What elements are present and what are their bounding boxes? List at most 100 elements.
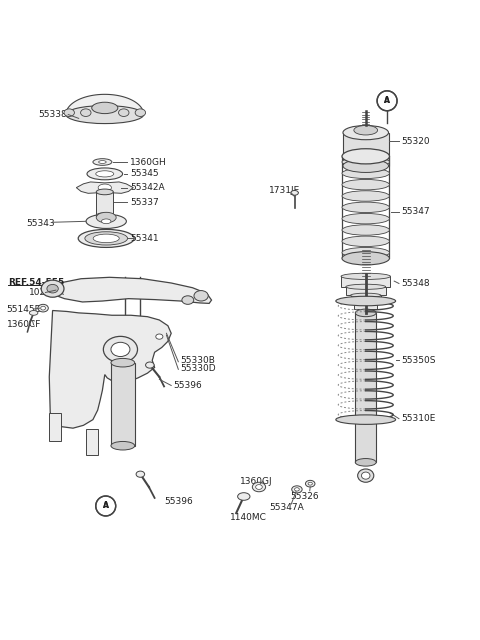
Text: 55145D: 55145D (7, 305, 42, 314)
Ellipse shape (47, 284, 58, 293)
Text: 55348: 55348 (401, 279, 430, 288)
Ellipse shape (355, 458, 376, 466)
Ellipse shape (85, 232, 128, 245)
Ellipse shape (38, 305, 48, 312)
Ellipse shape (98, 184, 111, 191)
Ellipse shape (354, 301, 377, 304)
Bar (111, 363, 135, 445)
Text: 55396: 55396 (174, 381, 203, 390)
Ellipse shape (29, 310, 38, 316)
Ellipse shape (295, 488, 300, 491)
Bar (354, 303, 377, 308)
Ellipse shape (93, 159, 112, 165)
Ellipse shape (256, 484, 262, 490)
Text: 55330D: 55330D (180, 364, 216, 373)
Ellipse shape (342, 202, 389, 212)
Ellipse shape (252, 483, 265, 492)
Ellipse shape (342, 252, 389, 265)
Text: 55330B: 55330B (180, 356, 216, 365)
Polygon shape (43, 277, 212, 303)
Ellipse shape (342, 236, 389, 246)
Text: 55326: 55326 (290, 492, 318, 501)
Ellipse shape (182, 296, 194, 305)
Ellipse shape (135, 109, 145, 116)
Ellipse shape (361, 472, 370, 479)
Bar (86, 429, 97, 455)
Text: A: A (103, 502, 108, 511)
Text: 1360GH: 1360GH (130, 157, 167, 166)
Ellipse shape (64, 109, 74, 116)
Polygon shape (49, 310, 171, 428)
Ellipse shape (291, 191, 299, 195)
Text: 55341: 55341 (130, 234, 158, 243)
Ellipse shape (358, 469, 374, 483)
Ellipse shape (336, 415, 396, 424)
Ellipse shape (86, 214, 126, 228)
Bar (350, 295, 381, 303)
Ellipse shape (308, 483, 312, 485)
Text: 1140MC: 1140MC (229, 513, 266, 522)
Ellipse shape (341, 273, 390, 280)
Ellipse shape (238, 493, 250, 500)
Ellipse shape (292, 486, 302, 493)
Ellipse shape (101, 219, 111, 224)
Text: 55342A: 55342A (130, 183, 165, 192)
Bar (343, 132, 388, 166)
Ellipse shape (346, 284, 385, 289)
Ellipse shape (93, 234, 119, 243)
Text: 55320: 55320 (401, 136, 430, 146)
Ellipse shape (342, 248, 389, 258)
Polygon shape (76, 182, 133, 193)
Bar (355, 313, 376, 462)
Ellipse shape (342, 225, 389, 236)
Ellipse shape (96, 189, 113, 195)
Ellipse shape (156, 334, 163, 339)
Ellipse shape (355, 309, 376, 317)
Ellipse shape (343, 159, 388, 172)
Polygon shape (66, 94, 144, 115)
Bar (96, 192, 113, 216)
Text: 1360CF: 1360CF (7, 320, 41, 329)
Text: 55347: 55347 (401, 207, 430, 216)
Ellipse shape (111, 442, 135, 450)
Ellipse shape (342, 157, 389, 167)
Text: 55310E: 55310E (401, 414, 436, 423)
Ellipse shape (145, 362, 154, 368)
Text: A: A (384, 96, 390, 106)
Ellipse shape (136, 471, 144, 477)
Ellipse shape (98, 161, 106, 163)
Ellipse shape (111, 358, 135, 367)
Text: 1731JE: 1731JE (268, 186, 300, 195)
Ellipse shape (119, 109, 129, 116)
Text: A: A (384, 96, 390, 106)
Ellipse shape (96, 212, 116, 223)
Text: 55396: 55396 (164, 497, 193, 506)
Text: 55337: 55337 (130, 198, 159, 207)
Text: 55338: 55338 (38, 110, 67, 119)
Ellipse shape (342, 148, 389, 164)
Ellipse shape (111, 342, 130, 356)
Bar (346, 287, 385, 295)
Ellipse shape (305, 481, 315, 487)
Text: 55345: 55345 (130, 170, 158, 179)
Text: 1025DA: 1025DA (29, 288, 65, 297)
Ellipse shape (78, 229, 134, 248)
Text: 55347A: 55347A (269, 503, 304, 512)
Ellipse shape (336, 296, 396, 306)
Bar (341, 276, 390, 287)
Ellipse shape (87, 168, 122, 180)
Ellipse shape (342, 179, 389, 190)
Bar (49, 413, 61, 441)
Ellipse shape (342, 168, 389, 179)
Ellipse shape (41, 307, 46, 310)
Ellipse shape (96, 171, 114, 177)
Text: REF.54-555: REF.54-555 (9, 278, 65, 287)
Ellipse shape (350, 293, 381, 298)
Ellipse shape (81, 109, 91, 116)
Ellipse shape (41, 280, 64, 297)
Ellipse shape (92, 102, 118, 114)
Ellipse shape (66, 106, 144, 124)
Ellipse shape (96, 212, 113, 218)
Ellipse shape (354, 125, 378, 135)
Text: 55350S: 55350S (401, 356, 436, 365)
